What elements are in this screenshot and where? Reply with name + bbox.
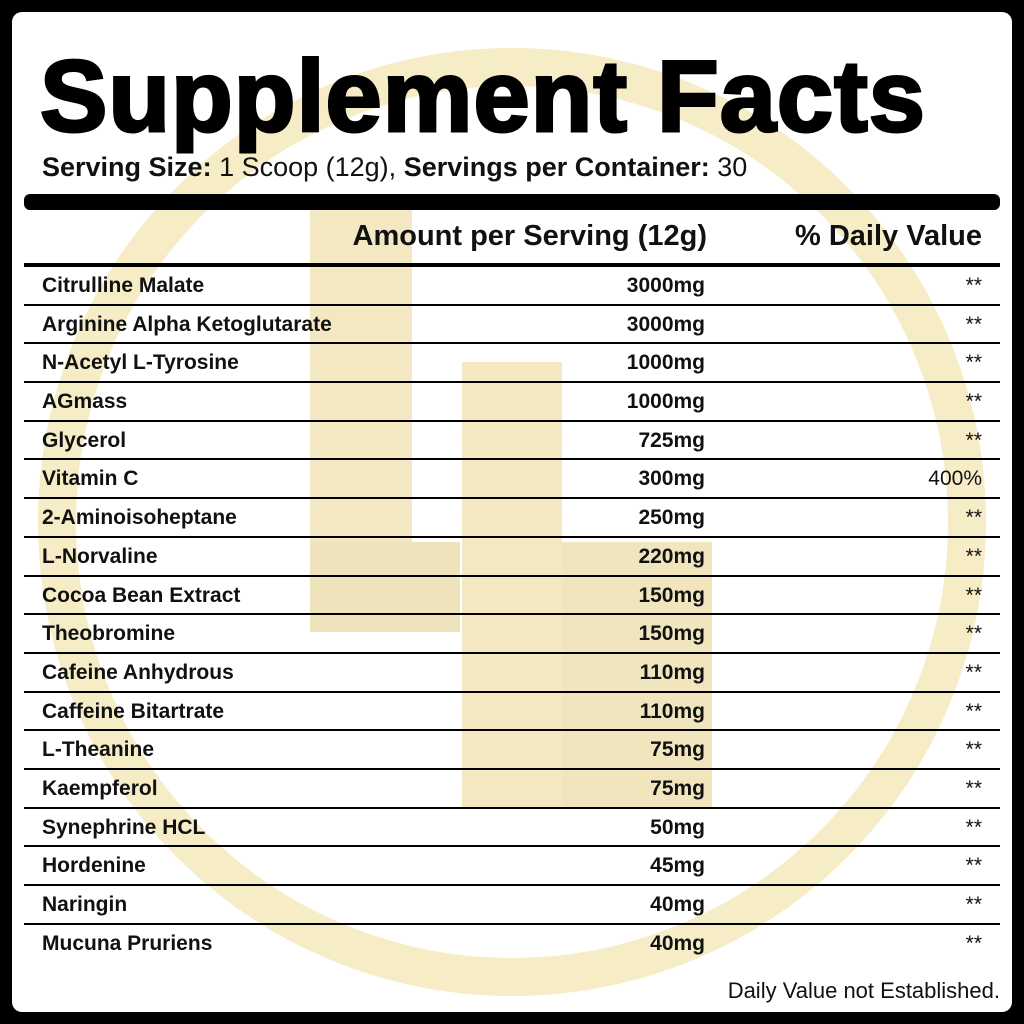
table-row: Arginine Alpha Ketoglutarate 3000mg ** [24, 306, 1000, 345]
ingredient-daily-value: ** [965, 776, 982, 800]
divider-thick [24, 194, 1000, 210]
servings-per-container-label: Servings per Container: [403, 152, 710, 182]
logo-watermark [38, 48, 986, 996]
table-row: Synephrine HCL 50mg ** [24, 809, 1000, 848]
ingredient-daily-value: ** [965, 931, 982, 955]
ingredient-amount: 110mg [639, 699, 705, 723]
ingredient-name: Hordenine [42, 854, 146, 878]
ingredient-amount: 220mg [638, 544, 705, 568]
ingredient-daily-value: ** [965, 428, 982, 452]
serving-size-value: 1 Scoop (12g), [211, 152, 404, 182]
ingredient-amount: 725mg [638, 428, 705, 452]
ingredient-name: Cocoa Bean Extract [42, 583, 241, 607]
ingredient-daily-value: ** [965, 583, 982, 607]
column-header-amount: Amount per Serving (12g) [352, 220, 708, 252]
table-row: Vitamin C 300mg 400% [24, 460, 1000, 500]
footnote: Daily Value not Established. [727, 978, 1000, 1003]
ingredient-daily-value: ** [965, 815, 982, 839]
ingredient-name: N-Acetyl L-Tyrosine [42, 351, 239, 375]
table-row: N-Acetyl L-Tyrosine 1000mg ** [24, 344, 1000, 384]
supplement-facts-panel: Supplement Facts Serving Size: 1 Scoop (… [12, 12, 1012, 1012]
watermark-foot-right [562, 542, 712, 807]
ingredient-name: 2-Aminoisoheptane [42, 506, 237, 530]
ingredient-daily-value: ** [965, 544, 982, 568]
table-row: 2-Aminoisoheptane 250mg ** [24, 499, 1000, 538]
ingredient-daily-value: ** [965, 390, 982, 414]
column-header-daily-value: % Daily Value [795, 220, 982, 252]
watermark-ring [38, 48, 986, 996]
ingredient-amount: 3000mg [626, 274, 705, 297]
ingredient-amount: 300mg [638, 467, 705, 491]
ingredient-daily-value: ** [965, 506, 982, 530]
ingredient-name: L-Norvaline [42, 544, 158, 568]
table-row: L-Theanine 75mg ** [24, 731, 1000, 770]
serving-size-label: Serving Size: [42, 152, 212, 182]
ingredient-amount: 45mg [650, 854, 705, 878]
table-row: Hordenine 45mg ** [24, 847, 1000, 886]
ingredient-name: Glycerol [42, 428, 127, 452]
watermark-foot-left [310, 542, 460, 632]
ingredient-name: Theobromine [42, 622, 176, 646]
serving-info: Serving Size: 1 Scoop (12g), Servings pe… [42, 152, 747, 183]
ingredient-amount: 75mg [650, 776, 705, 800]
ingredient-daily-value: ** [965, 893, 982, 916]
table-row: L-Norvaline 220mg ** [24, 538, 1000, 577]
ingredient-amount: 3000mg [626, 312, 705, 336]
ingredient-daily-value: ** [965, 351, 982, 375]
ingredient-name: Citrulline Malate [42, 274, 205, 297]
ingredient-name: AGmass [42, 390, 128, 414]
ingredient-amount: 75mg [650, 738, 705, 762]
table-row: Cafeine Anhydrous 110mg ** [24, 654, 1000, 693]
ingredient-daily-value: ** [965, 274, 982, 297]
ingredient-amount: 1000mg [626, 390, 705, 414]
ingredient-name: Mucuna Pruriens [42, 931, 213, 955]
ingredient-amount: 1000mg [626, 351, 705, 375]
ingredient-name: Caffeine Bitartrate [42, 699, 225, 723]
ingredient-daily-value: ** [965, 738, 982, 762]
ingredient-daily-value: ** [965, 312, 982, 336]
table-row: Naringin 40mg ** [24, 886, 1000, 925]
ingredient-name: Naringin [42, 893, 128, 916]
table-row: Kaempferol 75mg ** [24, 770, 1000, 809]
ingredient-name: Vitamin C [42, 467, 139, 491]
page-title: Supplement Facts [39, 40, 927, 155]
ingredient-daily-value: ** [965, 660, 982, 684]
watermark-bar-center [462, 362, 562, 807]
table-row: Citrulline Malate 3000mg ** [24, 267, 1000, 306]
table-row: Mucuna Pruriens 40mg ** [24, 925, 1000, 962]
ingredient-daily-value: ** [965, 854, 982, 878]
servings-per-container-value: 30 [709, 152, 748, 182]
ingredient-amount: 110mg [639, 660, 705, 684]
ingredient-amount: 40mg [650, 893, 705, 916]
ingredient-amount: 40mg [650, 931, 705, 955]
ingredient-amount: 150mg [638, 622, 705, 646]
ingredient-daily-value: ** [965, 699, 982, 723]
ingredient-amount: 50mg [650, 815, 705, 839]
ingredient-daily-value: ** [965, 622, 982, 646]
table-row: Cocoa Bean Extract 150mg ** [24, 577, 1000, 616]
ingredient-name: Kaempferol [42, 776, 158, 800]
table-row: AGmass 1000mg ** [24, 383, 1000, 422]
table-row: Glycerol 725mg ** [24, 422, 1000, 461]
ingredient-daily-value: 400% [928, 467, 982, 491]
ingredient-amount: 250mg [638, 506, 705, 530]
ingredient-name: Cafeine Anhydrous [42, 660, 234, 684]
ingredient-amount: 150mg [638, 583, 705, 607]
ingredient-name: Synephrine HCL [42, 815, 206, 839]
table-row: Caffeine Bitartrate 110mg ** [24, 693, 1000, 732]
ingredient-name: L-Theanine [42, 738, 155, 762]
table-row: Theobromine 150mg ** [24, 615, 1000, 654]
ingredient-name: Arginine Alpha Ketoglutarate [42, 312, 332, 336]
divider-header [24, 263, 1000, 267]
ingredient-table: Citrulline Malate 3000mg ** Arginine Alpha … [24, 267, 1000, 961]
